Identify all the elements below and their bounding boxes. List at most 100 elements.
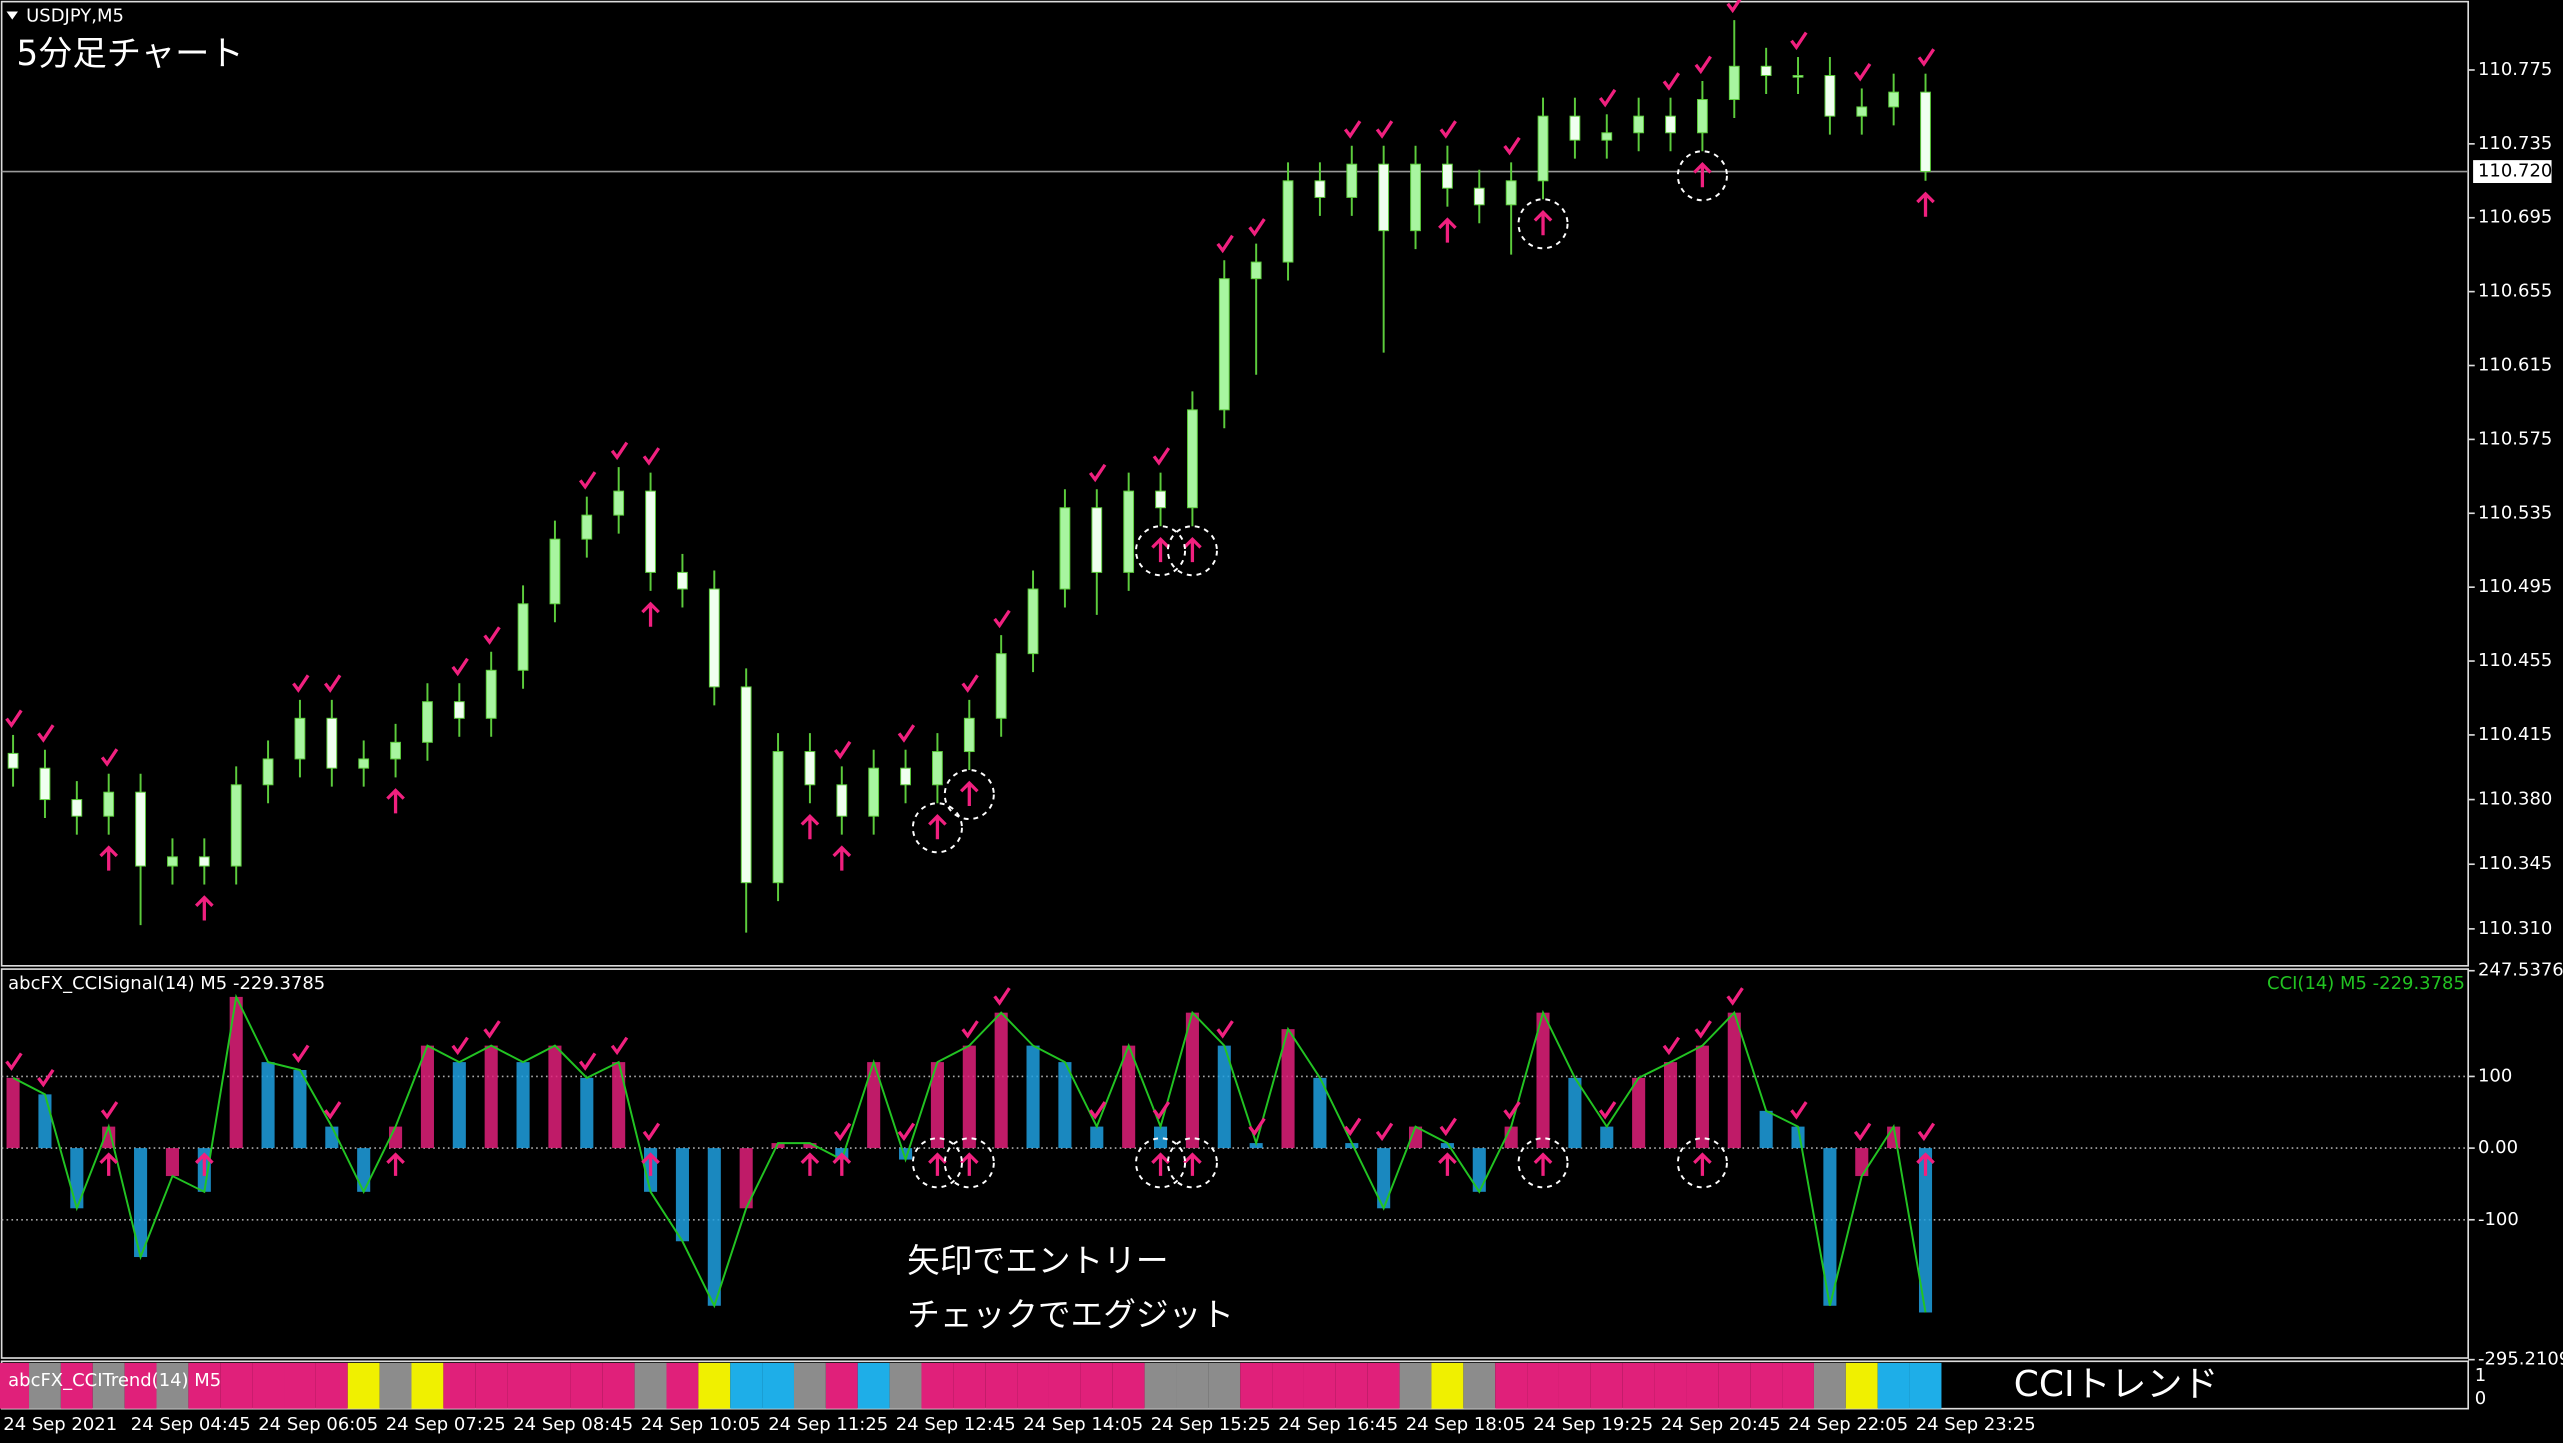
candle-body (198, 856, 210, 867)
exit-check (1853, 63, 1872, 82)
candle-body (517, 603, 529, 671)
candle-body (740, 686, 752, 884)
entry-arrow (194, 895, 214, 921)
exit-check (993, 987, 1011, 1006)
trend-cell (538, 1362, 571, 1409)
trend-cell (411, 1362, 444, 1409)
candle-body (1728, 65, 1740, 101)
candle-body (358, 758, 370, 769)
cci-bar (1217, 1045, 1231, 1149)
entry-arrow (959, 780, 979, 806)
exit-check (1343, 120, 1362, 139)
trend-cell (825, 1362, 858, 1409)
trend-cell (0, 1362, 30, 1409)
entry-arrow (1438, 217, 1457, 243)
candle-body (1123, 490, 1135, 573)
cci-bar (867, 1062, 881, 1149)
menu-triangle[interactable] (6, 11, 18, 20)
trend-cell (1080, 1362, 1113, 1409)
candle-body (326, 717, 338, 769)
exit-check (1375, 120, 1394, 139)
annotation: チェックでエグジット (907, 1296, 1234, 1334)
candle-body (103, 791, 115, 817)
exit-check (578, 1052, 597, 1071)
candle-body (645, 490, 656, 573)
candle-body (1282, 180, 1294, 263)
exit-check (483, 1020, 501, 1039)
candle-body (1473, 187, 1485, 206)
cci-bar (1281, 1029, 1295, 1149)
trend-cell (889, 1362, 922, 1409)
cci-bar (580, 1077, 594, 1149)
candle-body (581, 514, 593, 540)
x-tick-label: 24 Sep 07:25 (386, 1414, 506, 1435)
trend-cell (284, 1362, 316, 1409)
entry-highlight (1517, 198, 1569, 250)
candle-body (708, 588, 720, 688)
cci-bar (420, 1045, 434, 1149)
cci-bar (899, 1148, 913, 1160)
exit-check (100, 748, 119, 767)
exit-check (961, 674, 979, 693)
exit-check (1216, 234, 1234, 254)
candle-body (39, 767, 51, 801)
exit-check (1598, 1101, 1617, 1120)
exit-check (1439, 1117, 1457, 1137)
entry-arrow (641, 601, 660, 627)
trend-cell (315, 1362, 348, 1409)
candle-body (167, 856, 178, 867)
trend-cell (698, 1362, 731, 1409)
candle-body (1505, 180, 1517, 206)
candle-body (1442, 163, 1453, 189)
entry-arrow (1533, 210, 1553, 236)
exit-check (642, 1122, 661, 1142)
entry-highlight (1676, 1137, 1728, 1189)
y-tick-label: 100 (2478, 1065, 2512, 1086)
y-tick-label: -295.2109 (2478, 1349, 2563, 1370)
exit-check (1375, 1122, 1394, 1142)
exit-check (833, 1122, 852, 1142)
y-tick-label: 110.735 (2478, 133, 2552, 154)
candle-body (485, 669, 497, 719)
trend-cell (475, 1362, 508, 1409)
entry-arrow (928, 1152, 947, 1176)
cci-bar (1823, 1148, 1837, 1306)
candle-body (1091, 507, 1103, 573)
cci-bar (1345, 1143, 1359, 1149)
exit-check (897, 1122, 916, 1142)
entry-highlight (1517, 1137, 1569, 1189)
entry-arrow (1693, 162, 1712, 188)
trend-cell (953, 1362, 986, 1409)
candle-body (1665, 115, 1676, 134)
cci-bar (962, 1045, 976, 1149)
trend-cell (1654, 1362, 1687, 1409)
exit-check (610, 1036, 629, 1056)
exit-check (1917, 1122, 1936, 1142)
chart-annotation: 5分足チャート (16, 34, 243, 74)
cci-bar (1440, 1143, 1454, 1149)
exit-check (1088, 1101, 1107, 1120)
trend-cell (985, 1362, 1018, 1409)
trend-cell (1367, 1362, 1400, 1409)
candle-body (1378, 163, 1390, 232)
y-tick-label: 110.380 (2478, 789, 2552, 810)
trend-cell (156, 1362, 189, 1409)
trend-cell (124, 1362, 157, 1409)
trend-cell (1845, 1362, 1878, 1409)
candle-body (262, 758, 274, 786)
trend-cell (1399, 1362, 1432, 1409)
cci-bar (70, 1148, 84, 1209)
candle-body (1920, 91, 1931, 173)
trend-cell (1909, 1362, 1942, 1409)
trend-cell (634, 1362, 667, 1409)
x-tick-label: 24 Sep 16:45 (1278, 1414, 1398, 1435)
cci-legend: CCI(14) M5 -229.3785 (2267, 973, 2465, 994)
entry-arrow (800, 1152, 820, 1176)
exit-check (5, 1052, 23, 1071)
trend-cell (188, 1362, 221, 1409)
trend-cell (29, 1362, 61, 1409)
entry-arrow (1151, 536, 1170, 563)
exit-check (323, 674, 342, 693)
entry-highlight (1676, 150, 1728, 202)
